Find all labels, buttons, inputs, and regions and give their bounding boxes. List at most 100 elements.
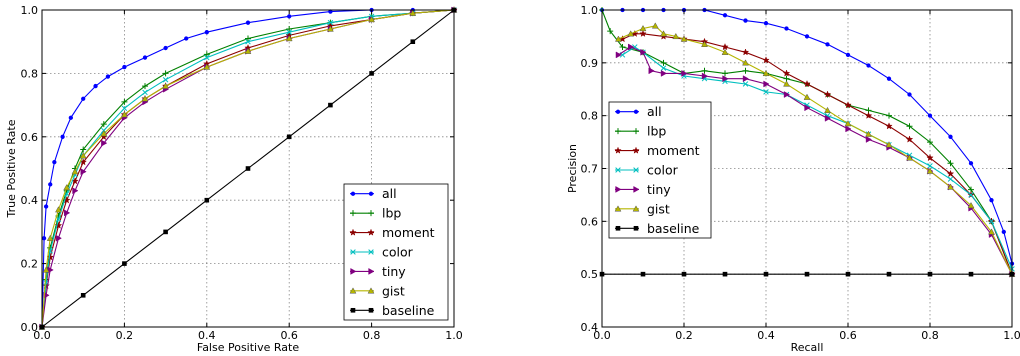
data-point-tiny bbox=[701, 72, 709, 80]
legend-entry-lbp: lbp bbox=[615, 124, 666, 139]
data-point-color bbox=[55, 216, 62, 222]
data-point-tiny bbox=[648, 67, 655, 75]
data-point-lbp bbox=[286, 26, 293, 33]
legend-entry-all: all bbox=[350, 186, 397, 201]
x-tick-label: 0.4 bbox=[198, 329, 216, 342]
data-point-lbp bbox=[245, 35, 251, 42]
legend-marker bbox=[367, 228, 375, 236]
y-tick-label: 1.0 bbox=[21, 4, 39, 17]
series-baseline bbox=[599, 271, 1015, 277]
y-tick-label: 0.6 bbox=[21, 131, 39, 144]
data-point-baseline bbox=[722, 271, 728, 277]
legend-label: gist bbox=[647, 201, 670, 216]
data-point-all bbox=[722, 13, 728, 18]
legend-marker bbox=[368, 268, 375, 275]
data-point-gist bbox=[141, 95, 149, 102]
legend-marker bbox=[633, 109, 639, 114]
legend-marker bbox=[615, 128, 621, 135]
data-point-tiny bbox=[640, 48, 647, 56]
data-point-moment bbox=[905, 135, 914, 143]
data-point-lbp bbox=[162, 70, 169, 77]
data-point-tiny bbox=[80, 168, 87, 176]
data-point-gist bbox=[55, 206, 62, 213]
data-point-moment bbox=[62, 196, 71, 204]
data-point-color bbox=[286, 29, 292, 35]
data-point-lbp bbox=[80, 146, 87, 153]
data-point-all bbox=[163, 45, 168, 51]
data-point-color bbox=[763, 89, 769, 95]
legend-label: color bbox=[382, 245, 414, 260]
y-tick-label: 0.9 bbox=[581, 57, 599, 70]
data-point-color bbox=[988, 218, 995, 225]
legend-entry-moment: moment bbox=[614, 143, 700, 158]
y-tick-label: 0.2 bbox=[21, 258, 39, 271]
data-point-gist bbox=[803, 93, 811, 100]
x-tick-label: 0.2 bbox=[116, 329, 134, 342]
data-point-tiny bbox=[43, 291, 50, 299]
legend-marker bbox=[633, 128, 639, 135]
data-point-moment bbox=[926, 153, 934, 162]
data-point-all bbox=[93, 83, 98, 89]
legend-entry-moment: moment bbox=[349, 225, 435, 240]
legend-marker bbox=[615, 167, 621, 173]
data-point-lbp bbox=[121, 98, 128, 105]
data-point-tiny bbox=[742, 75, 750, 83]
series-line-color bbox=[41, 9, 455, 328]
data-point-moment bbox=[54, 221, 63, 229]
legend-marker bbox=[615, 225, 621, 231]
chart-pr: 0.0 0.2 0.4 0.6 0.8 1.0 0.4 0.5 0.6 0.7 0.8 0.9 1.0 R… bbox=[566, 4, 1020, 354]
data-point-color bbox=[142, 89, 148, 96]
data-point-all bbox=[60, 134, 65, 139]
data-point-tiny bbox=[783, 91, 791, 98]
data-point-gist bbox=[614, 35, 622, 42]
data-point-moment bbox=[823, 90, 832, 98]
data-point-color bbox=[204, 54, 210, 61]
legend-marker bbox=[350, 191, 356, 196]
data-point-baseline bbox=[245, 166, 251, 171]
data-point-gist bbox=[721, 48, 729, 55]
data-point-moment bbox=[885, 122, 893, 130]
data-point-gist bbox=[409, 9, 417, 16]
data-point-gist bbox=[844, 120, 852, 127]
data-point-color bbox=[162, 76, 169, 83]
data-point-gist bbox=[285, 35, 293, 42]
x-tick-label: 0.8 bbox=[921, 329, 939, 342]
y-tick-label: 0.7 bbox=[581, 163, 599, 176]
data-point-baseline bbox=[80, 293, 86, 298]
legend-entry-color: color bbox=[350, 245, 414, 260]
data-point-gist bbox=[926, 167, 934, 174]
data-point-gist bbox=[885, 141, 893, 148]
data-point-lbp bbox=[100, 121, 107, 128]
data-point-tiny bbox=[55, 234, 62, 242]
data-point-tiny bbox=[845, 125, 852, 133]
data-point-moment bbox=[864, 111, 873, 119]
x-tick-label: 1.0 bbox=[1003, 329, 1020, 342]
legend-marker bbox=[349, 287, 357, 294]
data-point-tiny bbox=[681, 69, 688, 77]
legend-marker bbox=[633, 186, 640, 193]
y-tick-label: 0.8 bbox=[21, 67, 39, 80]
data-point-moment bbox=[762, 56, 770, 64]
legend-label: moment bbox=[382, 225, 435, 240]
data-point-gist bbox=[701, 40, 708, 47]
legend-marker bbox=[368, 249, 374, 255]
data-point-color bbox=[245, 38, 251, 45]
x-tick-label: 0.4 bbox=[757, 329, 775, 342]
data-point-gist bbox=[967, 201, 975, 209]
data-point-baseline bbox=[845, 271, 851, 277]
legend-entry-baseline: baseline bbox=[350, 303, 435, 318]
data-point-gist bbox=[203, 63, 211, 70]
data-point-all bbox=[907, 92, 912, 97]
data-point-moment bbox=[721, 42, 729, 51]
data-point-gist bbox=[627, 30, 635, 37]
data-point-all bbox=[743, 18, 748, 23]
data-point-moment bbox=[844, 101, 852, 109]
data-point-moment bbox=[741, 48, 750, 56]
data-point-tiny bbox=[763, 80, 770, 88]
data-point-gist bbox=[120, 111, 128, 118]
data-point-lbp bbox=[203, 51, 210, 58]
data-point-all bbox=[784, 26, 789, 31]
legend-marker bbox=[633, 225, 639, 231]
legend-marker bbox=[368, 307, 374, 313]
